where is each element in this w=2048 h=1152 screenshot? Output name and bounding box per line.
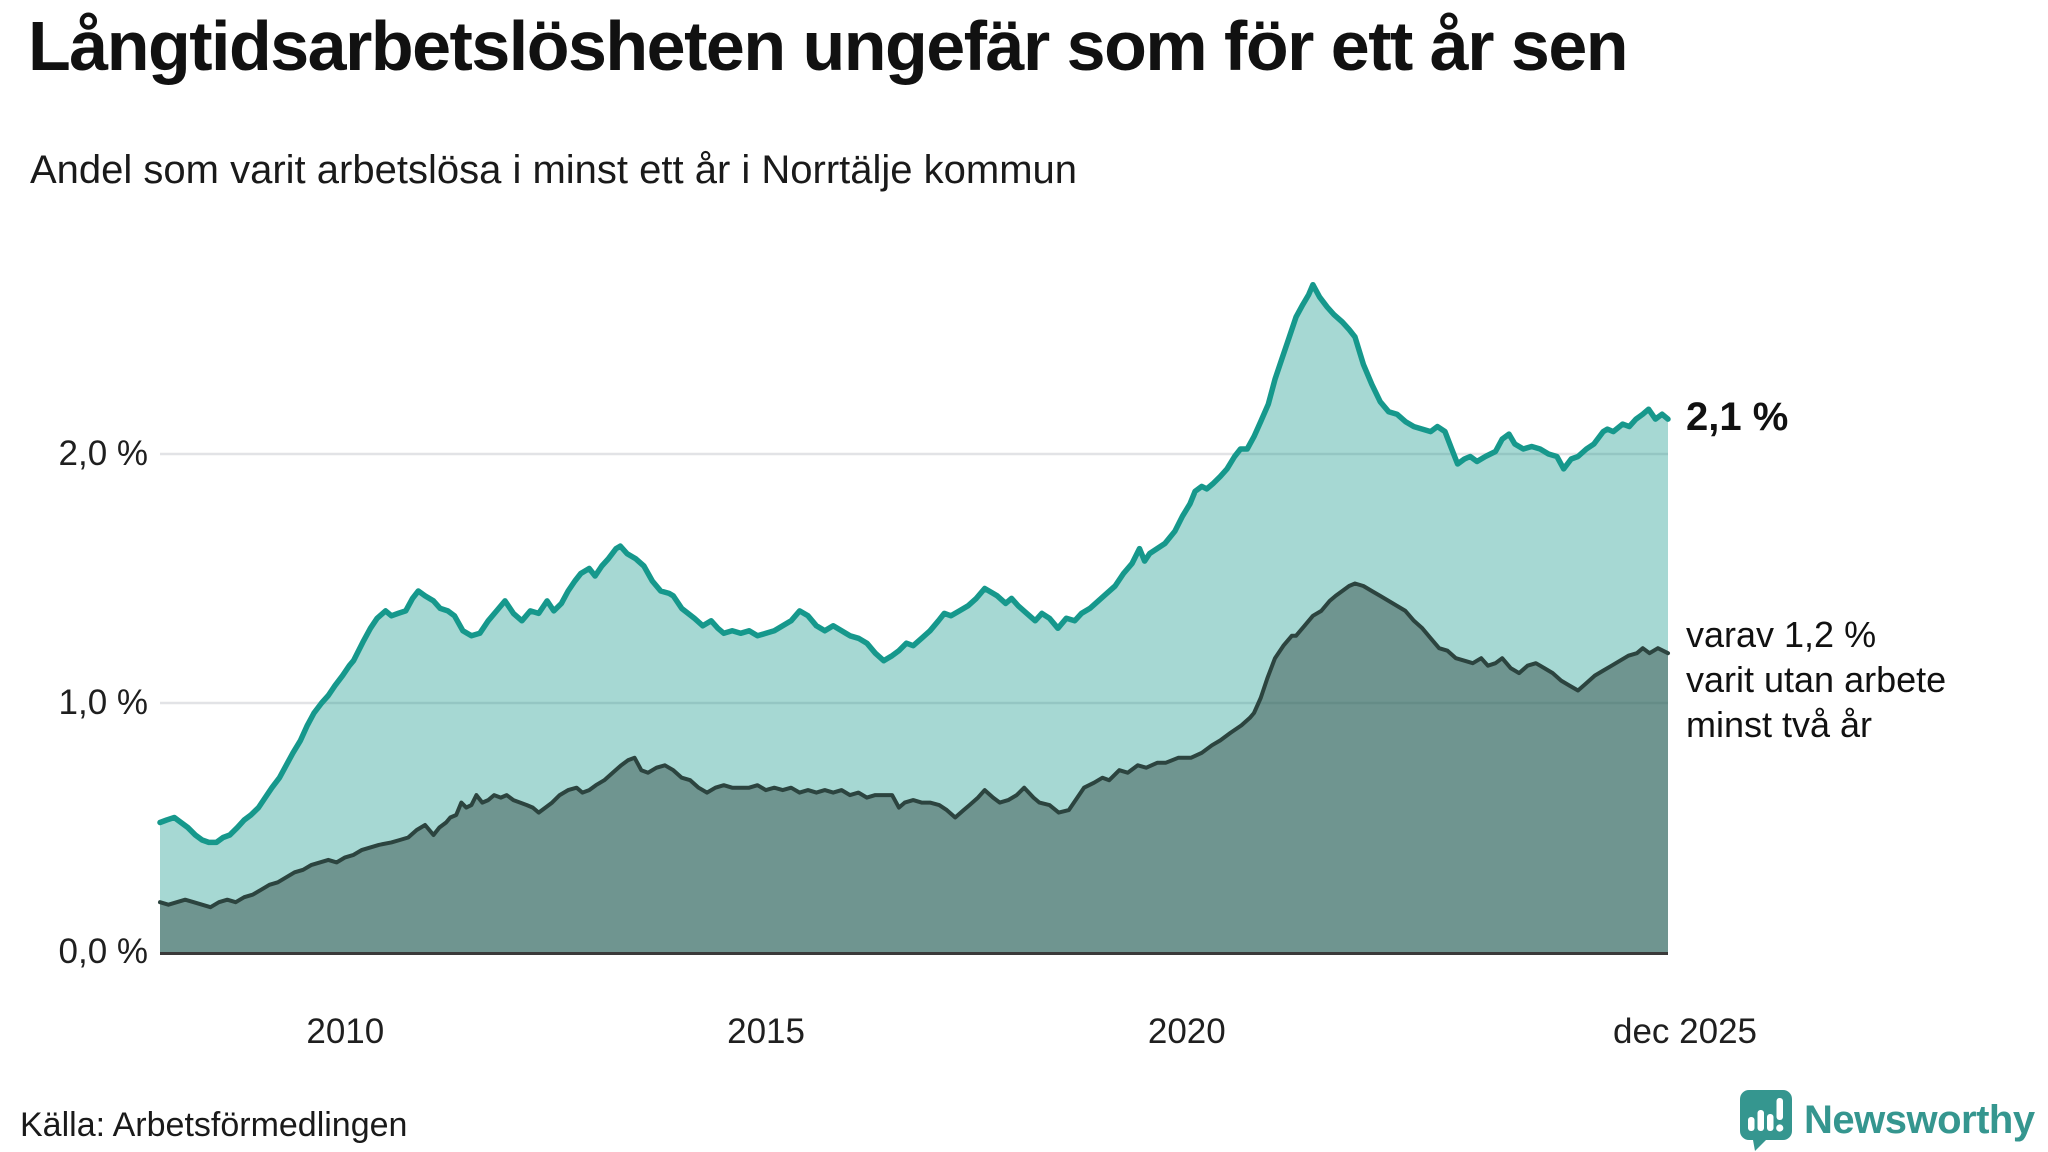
page-title: Långtidsarbetslösheten ungefär som för e…	[28, 7, 1629, 85]
x-tick-label: 2010	[306, 1012, 385, 1051]
y-tick-label: 1,0 %	[58, 683, 149, 722]
area-fill-1	[160, 583, 1668, 952]
x-tick-label: dec 2025	[1612, 1012, 1758, 1051]
breakdown-line: varit utan arbete	[1686, 659, 1947, 700]
series-line-0	[157, 281, 1671, 846]
breakdown-line: minst två år	[1686, 704, 1873, 745]
newsworthy-logo: Newsworthy	[1736, 1086, 2035, 1152]
series-line-1	[158, 581, 1670, 910]
area-fill-0	[160, 284, 1668, 952]
y-tick-label: 2,0 %	[58, 434, 149, 473]
x-tick-label: 2020	[1147, 1012, 1226, 1051]
latest-total-value-label: 2,1 %	[1686, 395, 1789, 439]
newsworthy-speech-bubble-bar-chart-icon	[1740, 1090, 1792, 1151]
newsworthy-wordmark: Newsworthy	[1804, 1097, 2035, 1142]
breakdown-line: varav 1,2 %	[1686, 614, 1877, 655]
y-tick-label: 0,0 %	[58, 932, 149, 971]
source-attribution: Källa: Arbetsförmedlingen	[20, 1106, 408, 1144]
page-subtitle: Andel som varit arbetslösa i minst ett å…	[30, 148, 1078, 192]
x-tick-label: 2015	[727, 1012, 805, 1051]
latest-breakdown-annotation: varav 1,2 % varit utan arbete minst två …	[1686, 612, 2046, 747]
